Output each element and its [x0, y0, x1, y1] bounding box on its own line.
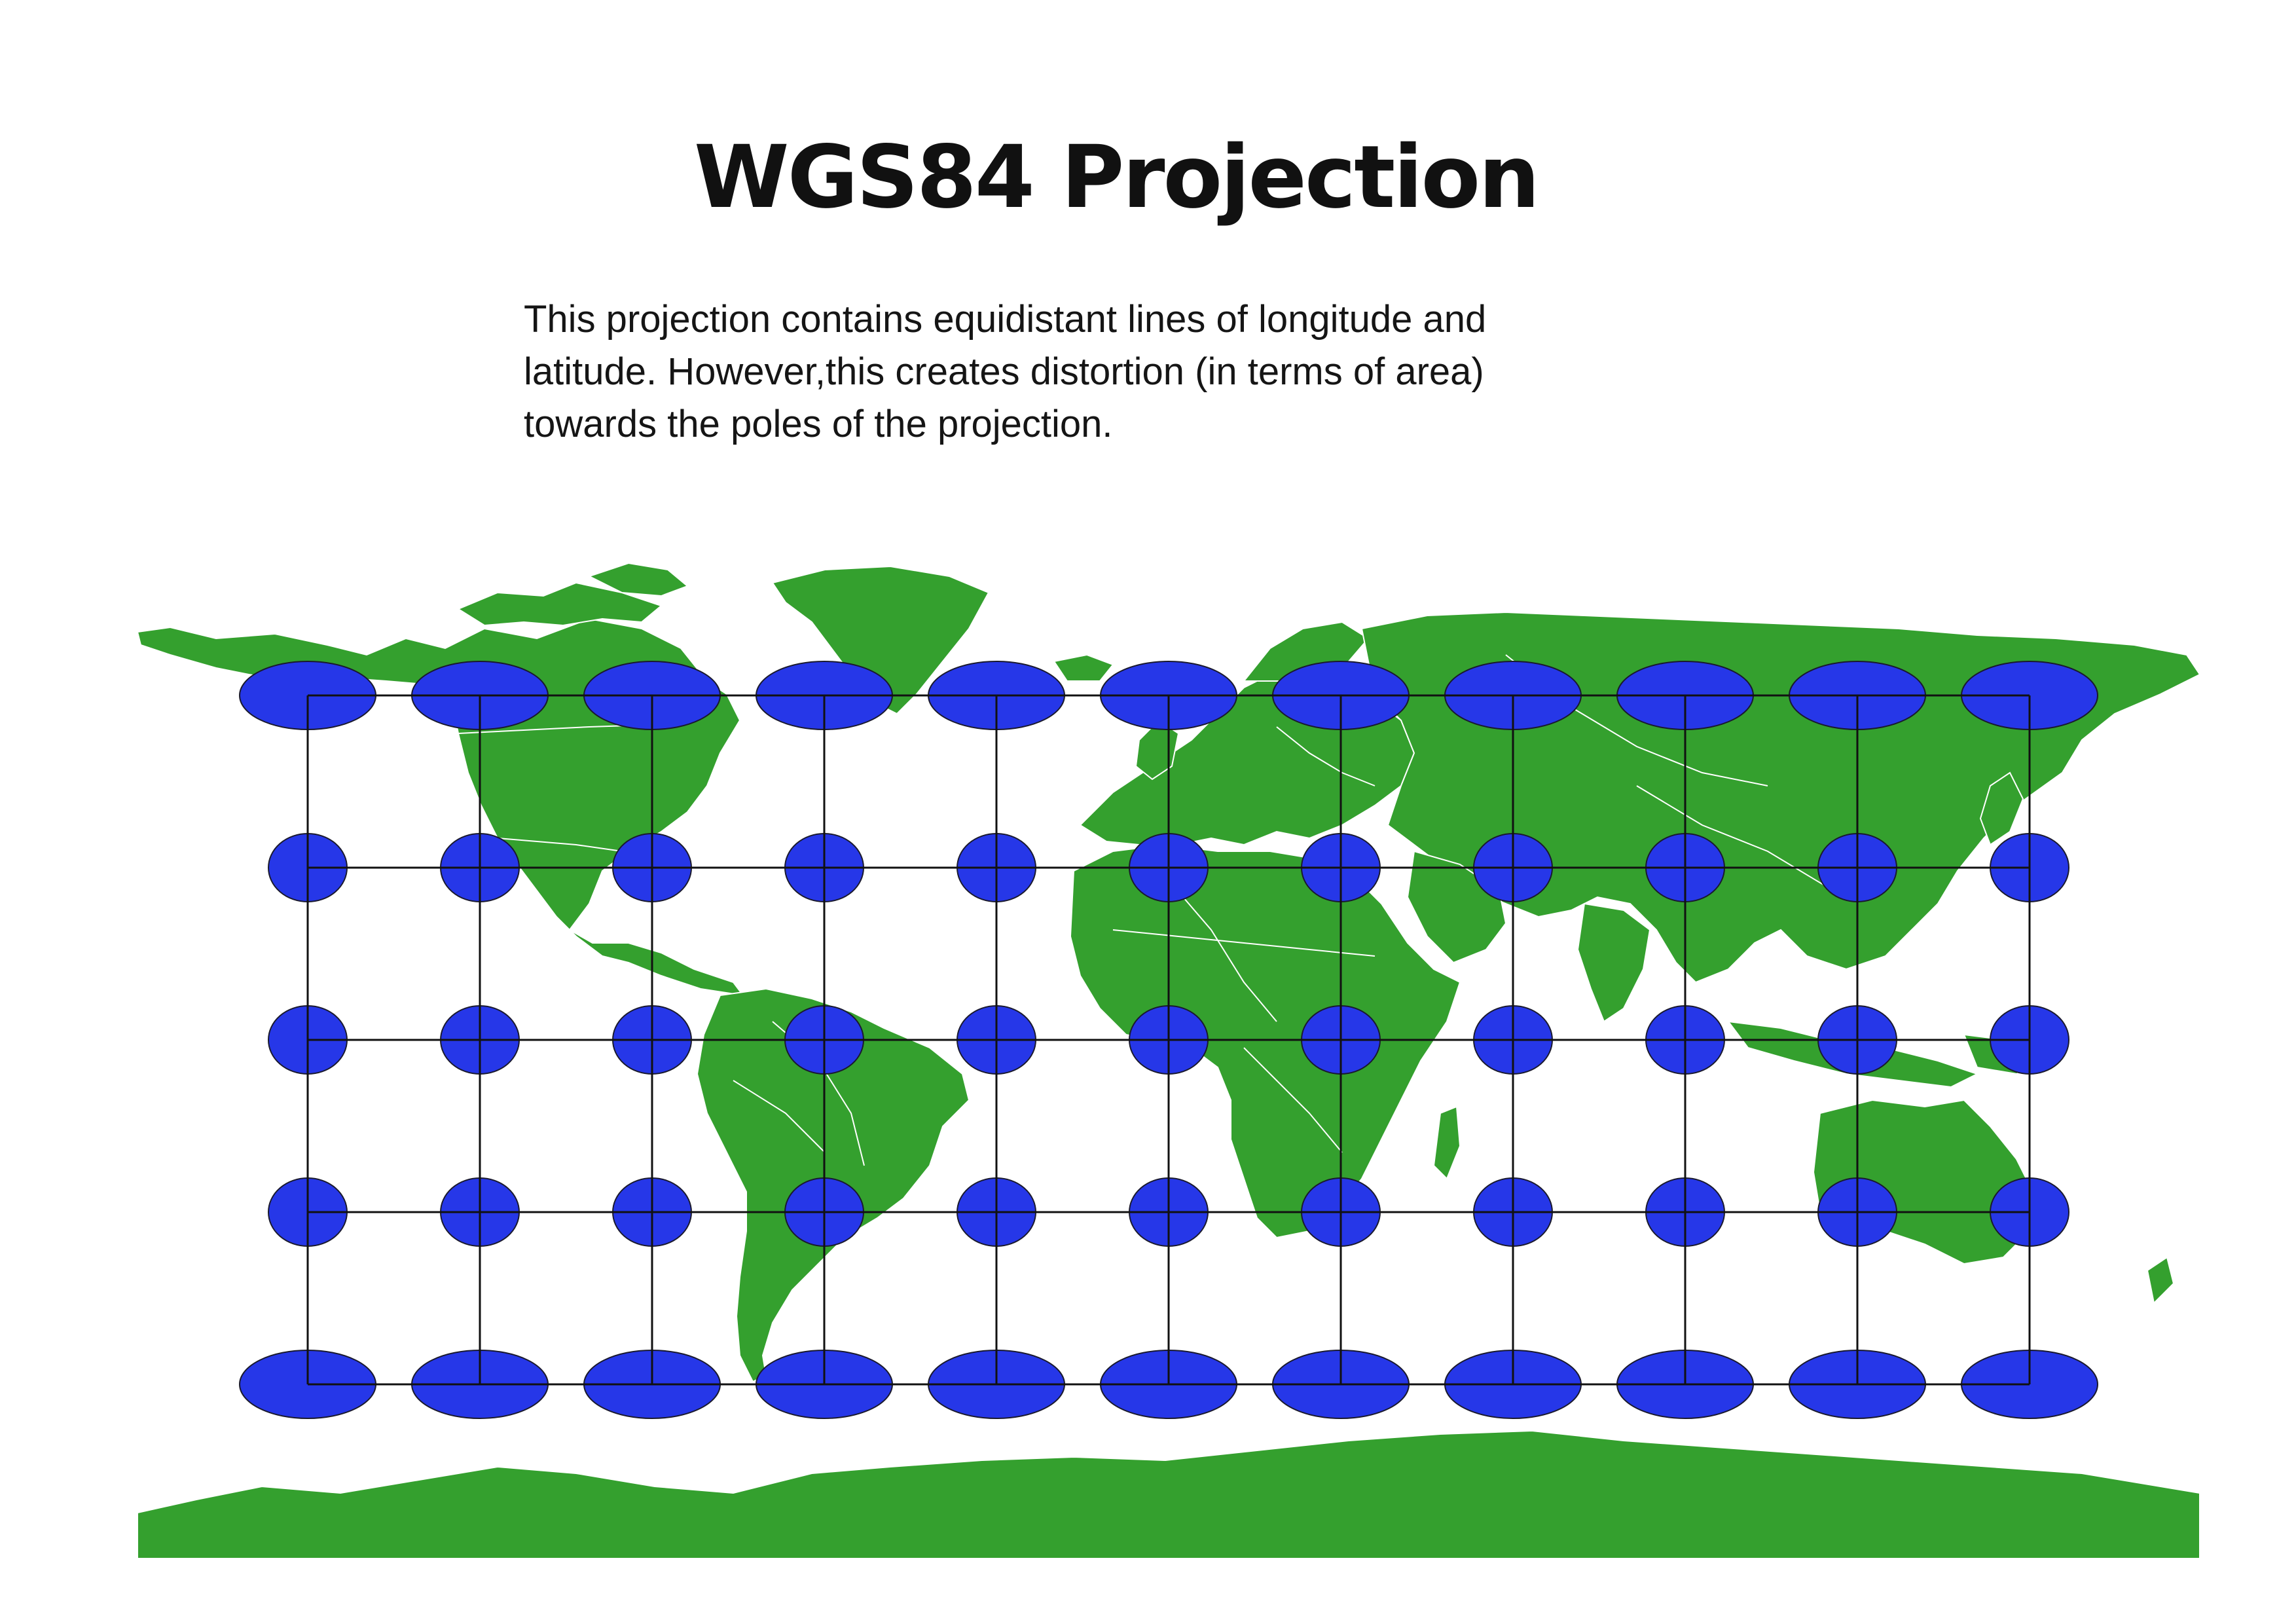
- description-line-3: towards the poles of the projection.: [524, 403, 1113, 445]
- border-line-7: [1636, 785, 1834, 891]
- border-line-4: [1112, 929, 1376, 957]
- land-iceland: [1053, 654, 1114, 682]
- land-arctic-islands: [456, 581, 663, 627]
- border-line-2: [497, 838, 623, 852]
- description-line-2: latitude. However,this creates distortio…: [524, 350, 1484, 393]
- land-madagascar: [1432, 1105, 1461, 1180]
- land-new-zealand: [2146, 1256, 2175, 1305]
- land-india: [1576, 902, 1651, 1023]
- page-title: WGS84 Projection: [694, 127, 1540, 228]
- land-antarctica: [137, 1430, 2200, 1559]
- border-line-8: [1276, 726, 1376, 786]
- land-japan: [1979, 771, 2024, 846]
- graticule: [306, 694, 2031, 1386]
- border-line-10: [733, 1080, 826, 1153]
- land-greenland: [771, 565, 990, 715]
- description-line-1: This projection contains equidistant lin…: [524, 298, 1487, 341]
- border-line-5: [1243, 1047, 1343, 1153]
- land-arctic-islands-2: [587, 562, 689, 597]
- description: This projection contains equidistant lin…: [524, 293, 1637, 451]
- border-line-3: [1171, 883, 1277, 1022]
